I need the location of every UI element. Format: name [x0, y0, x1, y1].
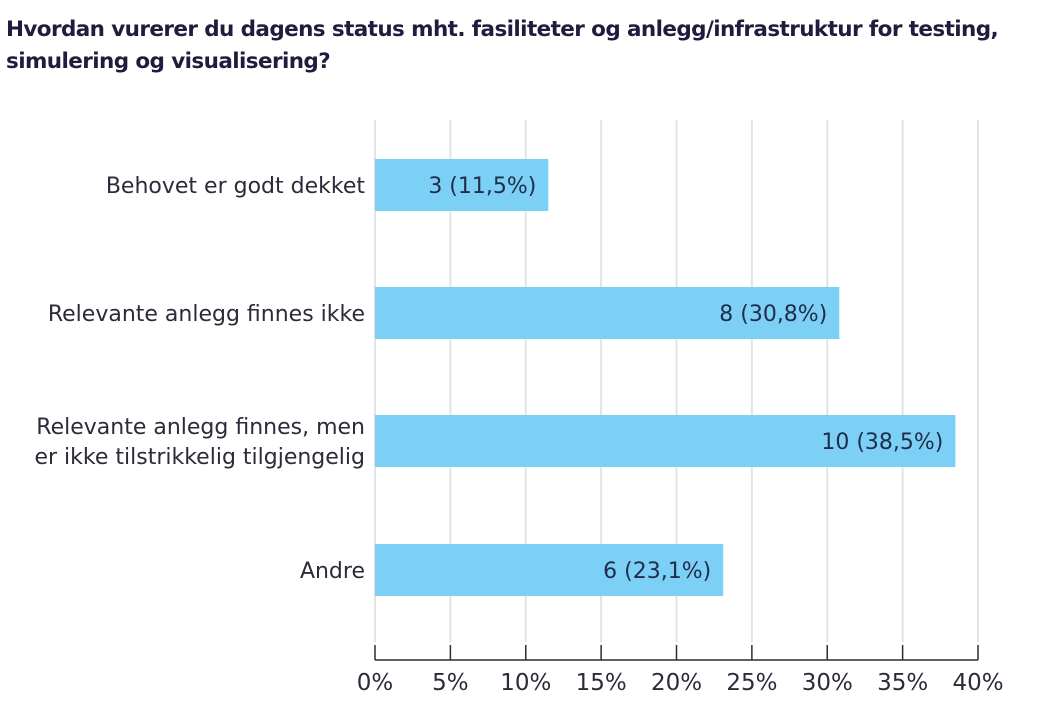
bar	[375, 415, 956, 467]
bar	[375, 544, 724, 596]
x-tick-label: 0%	[357, 670, 394, 696]
category-label: Relevante anlegg finnes, men	[36, 415, 365, 440]
x-tick-label: 20%	[651, 670, 702, 696]
x-tick-label: 15%	[576, 670, 627, 696]
x-tick-label: 35%	[877, 670, 928, 696]
bars: 3 (11,5%) 8 (30,8%) 10 (38,5%) 6 (23,1%)	[375, 159, 956, 596]
bar	[375, 159, 549, 211]
x-axis: 0% 5% 10% 15% 20% 25% 30% 35% 40%	[357, 645, 1004, 696]
bar-value-label: 3 (11,5%)	[428, 174, 536, 199]
x-tick-label: 25%	[726, 670, 777, 696]
x-tick-label: 30%	[802, 670, 853, 696]
bar-value-label: 6 (23,1%)	[603, 559, 711, 584]
bar-value-label: 10 (38,5%)	[821, 430, 943, 455]
x-tick-label: 5%	[432, 670, 469, 696]
bar	[375, 287, 840, 339]
category-label: er ikke tilstrikkelig tilgjengelig	[34, 445, 365, 470]
x-tick-label: 10%	[500, 670, 551, 696]
bar-value-label: 8 (30,8%)	[719, 302, 827, 327]
category-label: Behovet er godt dekket	[106, 174, 366, 199]
chart-title: Hvordan vurerer du dagens status mht. fa…	[6, 17, 999, 74]
category-label: Andre	[300, 559, 365, 584]
x-tick-label: 40%	[952, 670, 1003, 696]
category-labels: Behovet er godt dekket Relevante anlegg f…	[34, 174, 365, 584]
category-label: Relevante anlegg finnes ikke	[48, 302, 365, 327]
